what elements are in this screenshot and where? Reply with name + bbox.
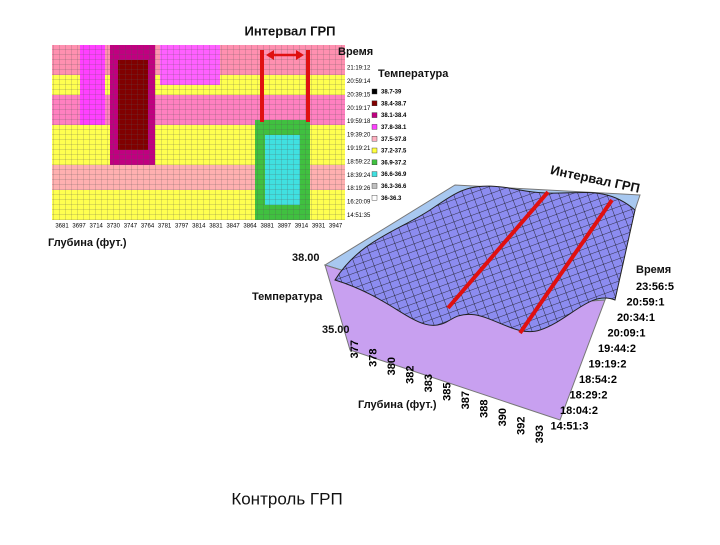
depth-label: 3747: [124, 224, 138, 230]
temp-max: 38.00: [292, 252, 320, 264]
time-label: 20:59:14: [347, 79, 371, 85]
depth-label: 3864: [243, 224, 257, 230]
legend-swatch: [371, 88, 378, 95]
legend-label: 36.9-37.2: [381, 160, 407, 166]
depth-label: 3831: [209, 224, 223, 230]
legend-label: 36.3-36.6: [381, 184, 407, 190]
depth-label: 3947: [329, 224, 343, 230]
legend-swatch: [371, 100, 378, 107]
time-label: 20:19:17: [347, 106, 371, 112]
legend-label: 37.5-37.8: [381, 137, 407, 143]
time-label: 20:09:1: [608, 327, 646, 339]
interval-marker: [260, 50, 310, 122]
depth-label: 3697: [72, 224, 86, 230]
time-label: 20:59:1: [627, 296, 665, 308]
legend-swatch: [371, 159, 378, 166]
time-label: 18:59:22: [347, 159, 371, 165]
depth-label: 3847: [226, 224, 240, 230]
depth-label: 382: [404, 366, 416, 384]
depth-label: 3730: [107, 224, 121, 230]
time-label: 18:04:2: [560, 405, 598, 417]
time-label: 18:29:2: [570, 389, 608, 401]
depth-label: 3714: [90, 224, 104, 230]
heatmap: [52, 45, 345, 220]
time-title: Время: [338, 46, 373, 58]
time-label: 19:44:2: [598, 343, 636, 355]
depth-label: 3897: [278, 224, 292, 230]
time-label: 18:19:26: [347, 186, 371, 192]
depth-labels: 3681 3697 3714 3730 3747 3764 3781 3797 3814 3831…: [55, 224, 343, 230]
legend-label: 38.7-39: [381, 90, 402, 96]
surface-3d: [323, 184, 641, 421]
depth-title: Глубина (фут.): [48, 237, 127, 249]
time-label: 19:19:2: [589, 358, 627, 370]
legend-swatch: [371, 194, 378, 201]
legend-swatch: [371, 147, 378, 154]
temperature-title: Температура: [252, 291, 323, 303]
depth-label: 3931: [312, 224, 326, 230]
depth-label: 3814: [192, 224, 206, 230]
depth-label: 378: [367, 349, 379, 367]
depth-labels: 377 378 380 382 383 385 387 388 390 392 393: [349, 340, 546, 443]
depth-label: 380: [386, 357, 398, 375]
depth-label: 3881: [261, 224, 275, 230]
slide-title: Контроль ГРП: [231, 489, 342, 508]
interval-label: Интервал ГРП: [244, 23, 335, 38]
depth-title: Глубина (фут.): [358, 399, 437, 411]
legend-label: 36.6-36.9: [381, 172, 407, 178]
depth-label: 390: [497, 408, 509, 426]
depth-label: 3764: [141, 224, 155, 230]
time-label: 19:59:18: [347, 119, 371, 125]
time-label: 19:39:20: [347, 133, 371, 139]
depth-label: 3681: [55, 224, 69, 230]
depth-label: 392: [515, 417, 527, 435]
depth-label: 387: [460, 391, 472, 409]
legend-swatch: [371, 171, 378, 177]
temp-min: 35.00: [322, 324, 350, 336]
depth-label: 3914: [295, 224, 309, 230]
legend-swatch: [371, 135, 378, 142]
time-labels: 21:19:12 20:59:14 20:39:15 20:19:17 19:59:18…: [347, 66, 371, 219]
time-label: 21:19:12: [347, 66, 371, 72]
legend-swatch: [371, 124, 378, 130]
depth-label: 393: [534, 425, 546, 443]
time-label: 14:51:35: [347, 213, 371, 219]
time-label: 18:54:2: [579, 374, 617, 386]
depth-label: 385: [441, 383, 453, 401]
depth-label: 383: [423, 374, 435, 392]
temperature-title: Температура: [378, 68, 449, 80]
legend-label: 37.2-37.5: [381, 149, 407, 155]
time-label: 16:20:09: [347, 200, 371, 206]
legend-label: 37.8-38.1: [381, 125, 407, 131]
legend-label: 38.4-38.7: [381, 101, 407, 107]
time-label: 20:39:15: [347, 92, 371, 98]
time-label: 19:19:21: [347, 146, 371, 152]
depth-label: 3797: [175, 224, 189, 230]
time-labels: 23:56:5 20:59:1 20:34:1 20:09:1 19:44:2 19:19…: [551, 281, 674, 433]
time-label: 14:51:3: [551, 420, 589, 432]
surface-interval-marker: [446, 190, 614, 335]
time-label: 18:39:24: [347, 173, 371, 179]
legend-swatch: [371, 112, 378, 118]
depth-label: 377: [349, 340, 361, 358]
depth-label: 388: [478, 400, 490, 418]
time-label: 23:56:5: [636, 281, 674, 293]
legend: 38.7-39 38.4-38.7 38.1-38.4 37.8-38.1 37.5-3…: [371, 88, 407, 202]
legend-label: 38.1-38.4: [381, 113, 407, 119]
time-label: 20:34:1: [617, 312, 655, 324]
time-title: Время: [636, 264, 671, 276]
depth-label: 3781: [158, 224, 172, 230]
legend-label: 36-36.3: [381, 196, 402, 202]
legend-swatch: [371, 183, 378, 189]
